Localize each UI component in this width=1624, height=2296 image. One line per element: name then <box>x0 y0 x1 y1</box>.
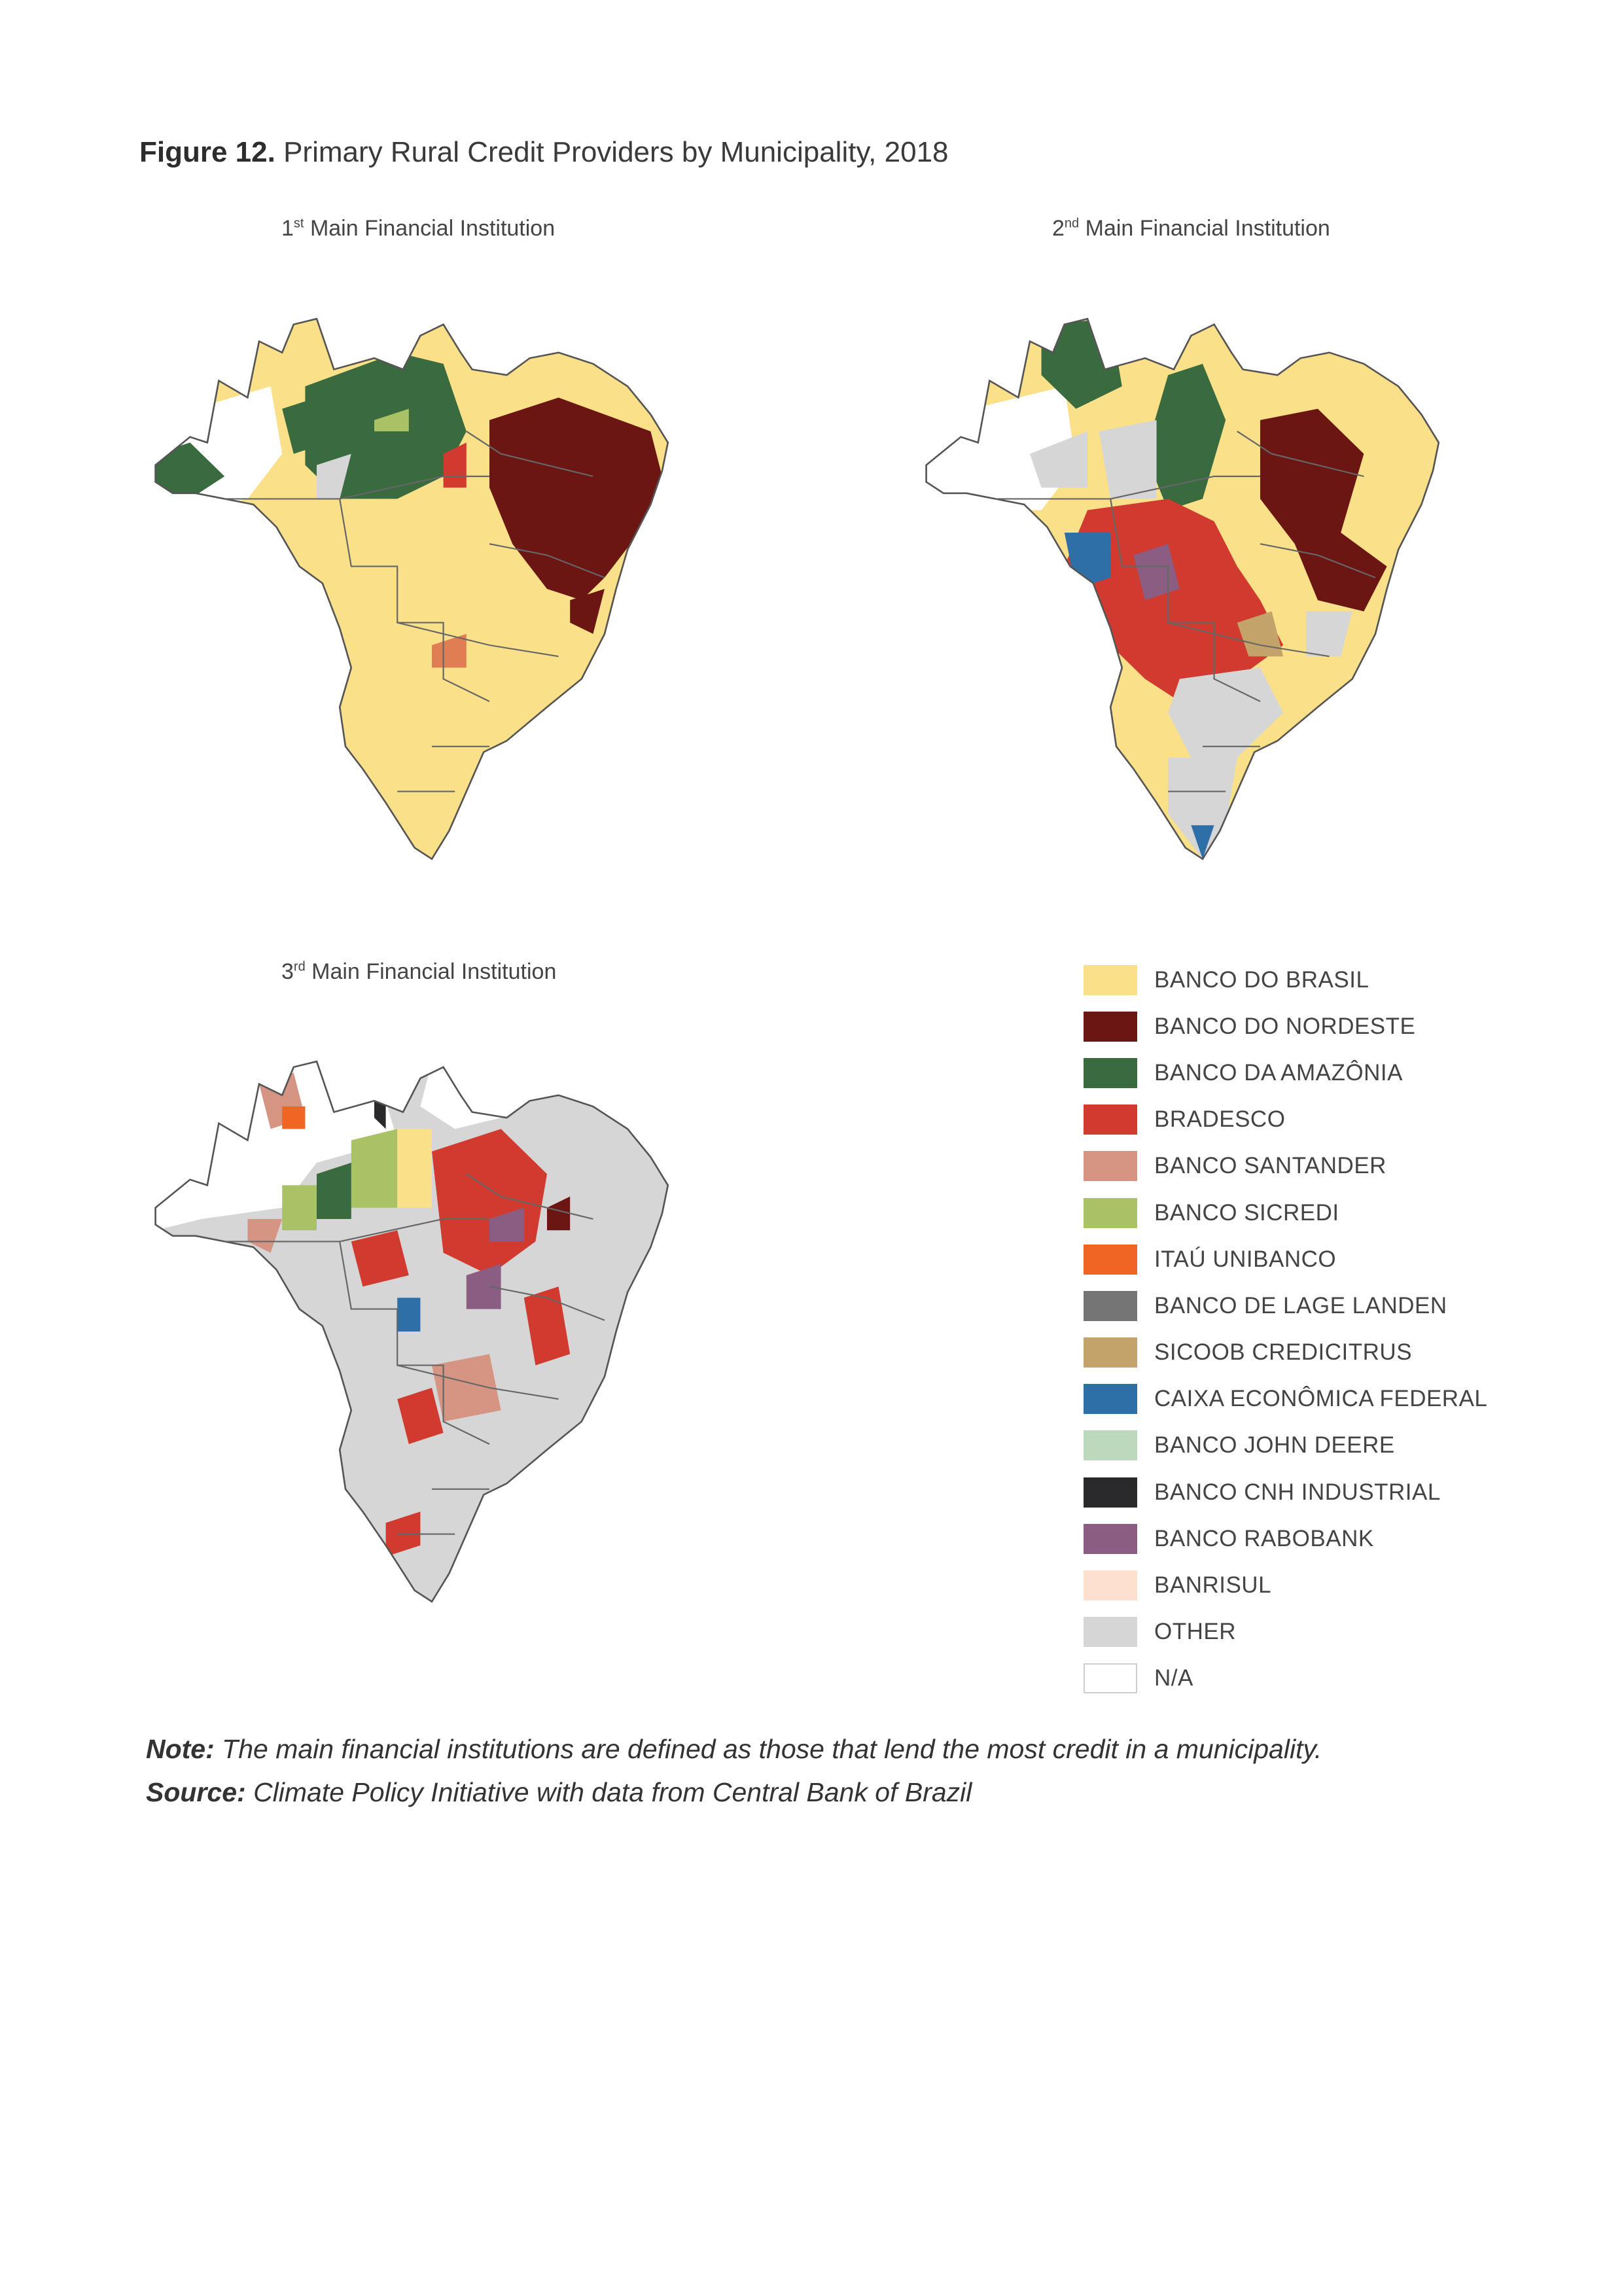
legend-label: BANCO DA AMAZÔNIA <box>1154 1059 1403 1086</box>
legend-label: BANCO DO NORDESTE <box>1154 1013 1416 1039</box>
map-second-institution <box>915 308 1491 870</box>
source-line: Source: Climate Policy Initiative with d… <box>146 1771 1322 1814</box>
legend-swatch <box>1084 1151 1137 1182</box>
legend-label: ITAÚ UNIBANCO <box>1154 1246 1337 1272</box>
legend-label: BANCO RABOBANK <box>1154 1525 1374 1551</box>
note-label: Note: <box>146 1734 215 1764</box>
legend-swatch <box>1084 1430 1137 1461</box>
legend-item: BANCO SICREDI <box>1084 1190 1487 1236</box>
legend-swatch <box>1084 1244 1137 1275</box>
legend-swatch <box>1084 1290 1137 1321</box>
figure-label: Figure 12. <box>139 136 275 168</box>
legend-item: OTHER <box>1084 1609 1487 1655</box>
figure-notes: Note: The main financial institutions ar… <box>146 1727 1322 1814</box>
note-line: Note: The main financial institutions ar… <box>146 1727 1322 1771</box>
map-2-title: 2nd Main Financial Institution <box>1052 216 1330 241</box>
map-third-institution <box>144 1050 720 1613</box>
legend-item: ITAÚ UNIBANCO <box>1084 1236 1487 1282</box>
legend-label: BRADESCO <box>1154 1106 1286 1133</box>
legend-label: BANCO DE LAGE LANDEN <box>1154 1292 1447 1318</box>
legend-item: BANCO SANTANDER <box>1084 1143 1487 1190</box>
legend-label: BANCO JOHN DEERE <box>1154 1432 1395 1458</box>
figure-title-text: Primary Rural Credit Providers by Munici… <box>283 136 949 168</box>
legend-swatch <box>1084 1384 1137 1415</box>
legend-swatch <box>1084 1570 1137 1601</box>
map-first-institution <box>144 308 720 870</box>
legend-item: BANRISUL <box>1084 1562 1487 1608</box>
legend-label: N/A <box>1154 1665 1193 1691</box>
legend-label: BANCO CNH INDUSTRIAL <box>1154 1479 1441 1505</box>
legend-label: BANRISUL <box>1154 1572 1272 1598</box>
brazil-map-3 <box>154 1060 669 1603</box>
map-legend: BANCO DO BRASIL BANCO DO NORDESTE BANCO DA… <box>1084 957 1487 1702</box>
legend-label: SICOOB CREDICITRUS <box>1154 1339 1413 1366</box>
legend-swatch <box>1084 1011 1137 1042</box>
legend-swatch <box>1084 964 1137 995</box>
legend-item: BANCO DO NORDESTE <box>1084 1003 1487 1050</box>
legend-label: CAIXA ECONÔMICA FEDERAL <box>1154 1386 1488 1412</box>
legend-swatch <box>1084 1104 1137 1135</box>
legend-label: OTHER <box>1154 1619 1236 1645</box>
map-3-title: 3rd Main Financial Institution <box>281 959 557 984</box>
source-text: Climate Policy Initiative with data from… <box>253 1777 972 1807</box>
legend-item: BANCO CNH INDUSTRIAL <box>1084 1469 1487 1515</box>
note-text: The main financial institutions are defi… <box>222 1734 1322 1764</box>
legend-label: BANCO DO BRASIL <box>1154 966 1369 993</box>
legend-item: BANCO JOHN DEERE <box>1084 1422 1487 1469</box>
legend-item: N/A <box>1084 1655 1487 1702</box>
legend-swatch <box>1084 1197 1137 1228</box>
source-label: Source: <box>146 1777 246 1807</box>
legend-item: BANCO DE LAGE LANDEN <box>1084 1282 1487 1329</box>
legend-swatch <box>1084 1477 1137 1508</box>
legend-item: BANCO RABOBANK <box>1084 1515 1487 1562</box>
brazil-map-2 <box>925 317 1440 860</box>
legend-label: BANCO SANTANDER <box>1154 1153 1386 1179</box>
legend-item: CAIXA ECONÔMICA FEDERAL <box>1084 1376 1487 1422</box>
legend-swatch <box>1084 1663 1137 1694</box>
legend-label: BANCO SICREDI <box>1154 1199 1339 1226</box>
legend-item: BANCO DO BRASIL <box>1084 957 1487 1003</box>
legend-item: SICOOB CREDICITRUS <box>1084 1330 1487 1376</box>
legend-swatch <box>1084 1617 1137 1648</box>
legend-swatch <box>1084 1523 1137 1554</box>
legend-item: BRADESCO <box>1084 1097 1487 1143</box>
legend-swatch <box>1084 1057 1137 1088</box>
legend-swatch <box>1084 1337 1137 1368</box>
legend-item: BANCO DA AMAZÔNIA <box>1084 1050 1487 1096</box>
figure-title: Figure 12. Primary Rural Credit Provider… <box>139 136 949 169</box>
brazil-map-1 <box>154 317 669 860</box>
map-1-title: 1st Main Financial Institution <box>281 216 556 241</box>
